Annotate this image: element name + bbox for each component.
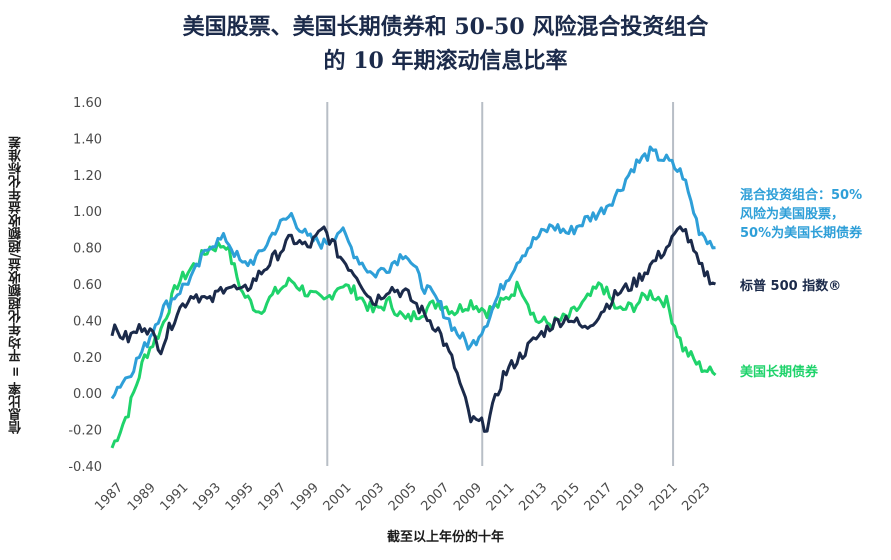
legend-mixed-line1: 混合投资组合：50% [740,188,863,203]
y-tick-label: 0.80 [73,242,102,257]
x-axis-label: 截至以上年份的十年 [0,526,891,545]
chart-title-line2: 的 10 年期滚动信息比率 [323,48,568,74]
series-line-3 [110,240,717,449]
y-tick-label: 1.20 [73,169,102,184]
series-line-2 [110,225,717,433]
x-tick-label: 2007 [418,480,452,514]
y-tick-label: 0.20 [73,351,102,366]
chart-title-line1: 美国股票、美国长期债券和 50-50 风险混合投资组合 [182,14,709,40]
x-tick-label: 1997 [255,480,289,514]
x-tick-label: 2011 [484,480,518,514]
y-tick-label: -0.20 [68,424,102,439]
x-tick-label: 1987 [92,480,126,514]
series-group [110,145,717,449]
x-tick-label: 2001 [321,480,355,514]
x-tick-label: 2005 [386,480,420,514]
chart-title: 美国股票、美国长期债券和 50-50 风险混合投资组合 的 10 年期滚动信息比… [0,10,891,78]
legend-us-long-bonds: 美国长期债券 [740,363,818,382]
x-tick-label: 2023 [679,480,713,514]
x-tick-label: 2017 [582,480,616,514]
x-tick-label: 2003 [353,480,387,514]
x-tick-label: 2013 [516,480,550,514]
y-axis-ticks: -0.40 -0.20 0.00 0.20 0.40 0.60 0.80 1.00 1.20 1.… [68,96,102,475]
x-tick-label: 2009 [451,480,485,514]
x-tick-label: 1991 [157,480,191,514]
x-axis-label-text: 截至以上年份的十年 [386,530,504,545]
legend-sp500: 标普 500 指数® [740,277,841,296]
legend-bonds-label: 美国长期债券 [740,365,819,380]
y-tick-label: 0.60 [73,278,102,293]
y-tick-label: 0.40 [73,314,102,329]
x-tick-label: 2019 [614,480,648,514]
y-tick-label: 0.00 [73,387,102,402]
y-tick-label: -0.40 [68,460,102,475]
x-tick-label: 1989 [125,480,159,514]
x-tick-label: 2021 [647,480,681,514]
y-tick-label: 1.00 [73,205,102,220]
legend-mixed-line3: 50%为美国长期债券 [740,226,863,241]
y-tick-label: 1.60 [73,96,102,111]
x-axis-ticks: 1987198919911993199519971999200120032005… [92,480,713,514]
legend-sp500-label: 标普 500 指数® [740,279,842,294]
x-tick-label: 1995 [223,480,257,514]
series-line-1 [110,145,716,400]
legend-mixed-portfolio: 混合投资组合：50% 风险为美国股票， 50%为美国长期债券 [740,186,862,243]
x-tick-label: 1999 [288,480,322,514]
y-tick-label: 1.40 [73,132,102,147]
x-tick-label: 2015 [549,480,583,514]
x-tick-label: 1993 [190,480,224,514]
legend-mixed-line2: 风险为美国股票， [740,207,845,222]
